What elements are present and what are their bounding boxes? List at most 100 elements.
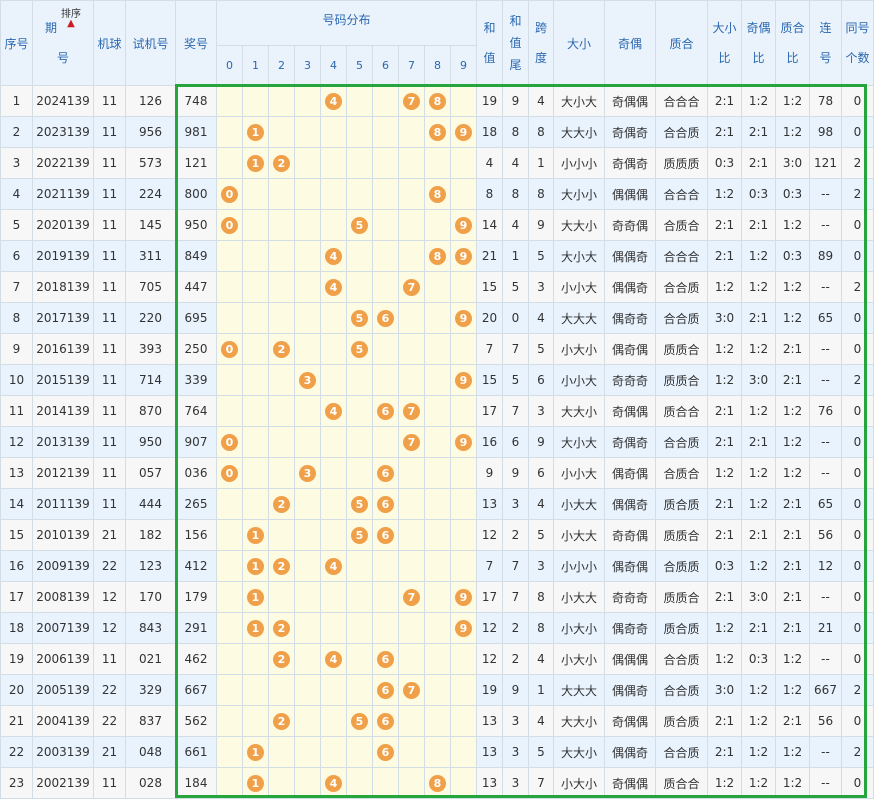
- dist-cell-9: [450, 178, 477, 210]
- dist-cell-4: [320, 612, 347, 644]
- cell-prime-ratio: 3:0: [775, 147, 810, 179]
- cell-same-count: 0: [841, 705, 874, 737]
- cell-prime-pattern: 质合合: [655, 767, 708, 799]
- cell-size-ratio: 1:2: [707, 271, 742, 303]
- cell-odd-even-pattern: 偶偶奇: [604, 240, 656, 272]
- header-consecutive: 连号: [809, 0, 842, 86]
- cell-sum: 12: [476, 643, 503, 675]
- cell-sum-tail: 7: [502, 581, 529, 613]
- cell-size-pattern: 小大小: [553, 612, 605, 644]
- cell-prize-number: 907: [175, 426, 217, 458]
- dist-cell-4: [320, 581, 347, 613]
- cell-period: 2015139: [32, 364, 94, 396]
- dist-cell-7: [398, 457, 425, 489]
- cell-odd-even-pattern: 奇偶偶: [604, 395, 656, 427]
- dist-cell-4: [320, 116, 347, 148]
- dist-cell-9: 9: [450, 426, 477, 458]
- cell-machine: 21: [93, 736, 126, 768]
- cell-prize-number: 121: [175, 147, 217, 179]
- dist-cell-6: [372, 116, 399, 148]
- cell-size-pattern: 小大小: [553, 767, 605, 799]
- cell-consecutive: --: [809, 457, 842, 489]
- dist-cell-3: [294, 209, 321, 241]
- cell-prime-ratio: 1:2: [775, 426, 810, 458]
- cell-odd-even-pattern: 偶偶奇: [604, 271, 656, 303]
- cell-size-ratio: 2:1: [707, 209, 742, 241]
- dist-cell-9: [450, 457, 477, 489]
- header-digit-8: 8: [424, 45, 451, 86]
- cell-size-ratio: 1:2: [707, 643, 742, 675]
- cell-prime-pattern: 质质质: [655, 147, 708, 179]
- cell-prime-pattern: 合合质: [655, 302, 708, 334]
- dist-cell-0: 0: [216, 209, 243, 241]
- cell-test-number: 393: [125, 333, 176, 365]
- cell-prime-pattern: 质质合: [655, 364, 708, 396]
- dist-cell-2: 2: [268, 612, 295, 644]
- cell-test-number: 182: [125, 519, 176, 551]
- table-row: 12 2013139 11 950 907 0 7 9 16 6 9 大小大 奇偶奇 合合质 2:1 2:1 1…: [0, 426, 874, 458]
- table-row: 22 2003139 21 048 661 1 6 13 3 5 大大小 偶偶奇 合合质 2:1 1:2 1:…: [0, 736, 874, 768]
- cell-seq: 15: [0, 519, 33, 551]
- dist-cell-2: [268, 457, 295, 489]
- dist-cell-9: 9: [450, 240, 477, 272]
- cell-same-count: 2: [841, 364, 874, 396]
- dist-cell-2: 2: [268, 488, 295, 520]
- cell-odd-even-pattern: 奇偶偶: [604, 767, 656, 799]
- dist-cell-3: [294, 85, 321, 117]
- cell-prime-ratio: 2:1: [775, 581, 810, 613]
- cell-size-pattern: 小大大: [553, 488, 605, 520]
- cell-size-ratio: 1:2: [707, 612, 742, 644]
- cell-period: 2008139: [32, 581, 94, 613]
- cell-period: 2017139: [32, 302, 94, 334]
- number-ball: 1: [247, 557, 264, 575]
- header-size-ratio: 大小比: [707, 0, 742, 86]
- table-row: 20 2005139 22 329 667 6 7 19 9 1 大大大 偶偶奇 合合质 3:0 1:2 1:…: [0, 674, 874, 706]
- dist-cell-5: [346, 364, 373, 396]
- dist-cell-2: 2: [268, 705, 295, 737]
- dist-cell-8: 8: [424, 178, 451, 210]
- cell-sum-tail: 9: [502, 674, 529, 706]
- cell-machine: 11: [93, 147, 126, 179]
- dist-cell-9: [450, 674, 477, 706]
- dist-cell-6: 6: [372, 302, 399, 334]
- dist-cell-9: 9: [450, 612, 477, 644]
- dist-cell-7: [398, 209, 425, 241]
- number-ball: 1: [247, 743, 264, 761]
- dist-cell-3: [294, 581, 321, 613]
- cell-size-ratio: 1:2: [707, 333, 742, 365]
- cell-size-ratio: 2:1: [707, 736, 742, 768]
- sort-label[interactable]: 排序: [61, 9, 81, 20]
- cell-seq: 8: [0, 302, 33, 334]
- cell-prize-number: 412: [175, 550, 217, 582]
- dist-cell-7: [398, 178, 425, 210]
- cell-consecutive: --: [809, 426, 842, 458]
- cell-prize-number: 695: [175, 302, 217, 334]
- cell-seq: 1: [0, 85, 33, 117]
- dist-cell-0: [216, 736, 243, 768]
- number-ball: 9: [455, 433, 472, 451]
- table-row: 4 2021139 11 224 800 0 8 8 8 8 大小小 偶偶偶 合合合 1:2 0:3 0:3-…: [0, 178, 874, 210]
- dist-cell-1: 1: [242, 116, 269, 148]
- cell-prize-number: 036: [175, 457, 217, 489]
- header-digit-7: 7: [398, 45, 425, 86]
- sort-up-arrow-icon[interactable]: ▲: [67, 18, 75, 29]
- header-digit-5: 5: [346, 45, 373, 86]
- number-ball: 8: [429, 123, 446, 141]
- dist-cell-1: 1: [242, 612, 269, 644]
- sort-control[interactable]: 排序 ▲: [61, 9, 81, 29]
- table-row: 18 2007139 12 843 291 1 2 9 12 2 8 小大小 偶奇奇 质合质 1:2 2:1 2…: [0, 612, 874, 644]
- header-prize: 奖号: [175, 0, 217, 86]
- dist-cell-0: [216, 612, 243, 644]
- cell-odd-even-pattern: 奇偶奇: [604, 147, 656, 179]
- cell-size-pattern: 小小小: [553, 550, 605, 582]
- dist-cell-0: [216, 519, 243, 551]
- dist-cell-2: 2: [268, 643, 295, 675]
- dist-cell-0: [216, 705, 243, 737]
- number-ball: 7: [403, 433, 420, 451]
- dist-cell-2: 2: [268, 333, 295, 365]
- dist-cell-0: [216, 85, 243, 117]
- cell-test-number: 705: [125, 271, 176, 303]
- cell-odd-even-ratio: 1:2: [741, 333, 776, 365]
- header-period[interactable]: 期排序 ▲ 号: [32, 0, 94, 86]
- header-prime-ratio: 质合比: [775, 0, 810, 86]
